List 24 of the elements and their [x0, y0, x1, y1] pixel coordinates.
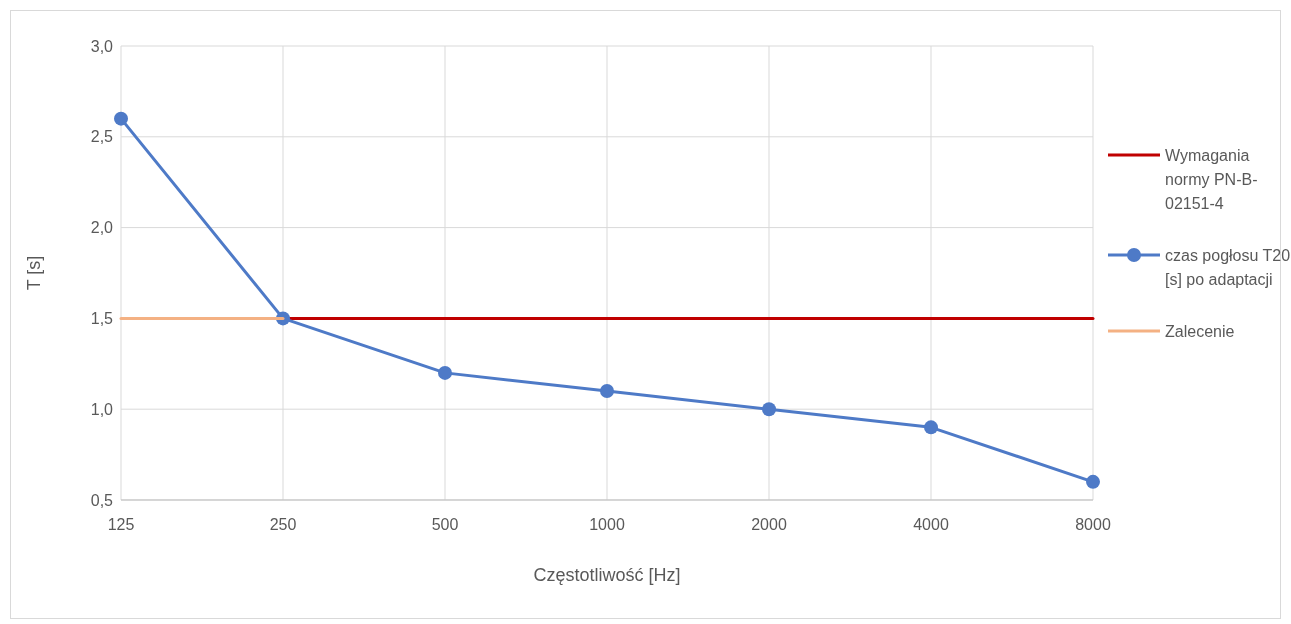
point [600, 384, 614, 399]
x-tick-label: 2000 [751, 516, 787, 533]
y-tick-label: 0,5 [90, 491, 114, 509]
x-axis-title: Częstotliwość [Hz] [533, 565, 681, 585]
point [114, 111, 128, 126]
point [1086, 474, 1100, 489]
x-tick-label: 1000 [589, 516, 625, 533]
y-tick-label: 3,0 [90, 37, 114, 55]
x-tick-label: 8000 [1075, 516, 1111, 533]
x-tick-label: 125 [107, 516, 135, 533]
legend-label: Zalecenie [1165, 323, 1235, 340]
legend-label: czas pogłosu T20 [s] po adaptacji [1165, 247, 1291, 288]
point [762, 402, 776, 417]
x-tick-label: 500 [431, 516, 459, 533]
x-tick-label: 250 [269, 516, 297, 533]
point [438, 365, 452, 380]
legend-label: Wymagania normy PN-B-02151-4 [1165, 147, 1258, 212]
point [924, 420, 938, 435]
y-axis-title: T [s] [24, 255, 44, 291]
y-tick-label: 1,0 [90, 400, 114, 418]
x-tick-label: 4000 [913, 516, 949, 533]
y-tick-label: 1,5 [90, 310, 114, 327]
y-tick-label: 2,5 [90, 128, 114, 146]
y-tick-label: 2,0 [90, 219, 114, 237]
